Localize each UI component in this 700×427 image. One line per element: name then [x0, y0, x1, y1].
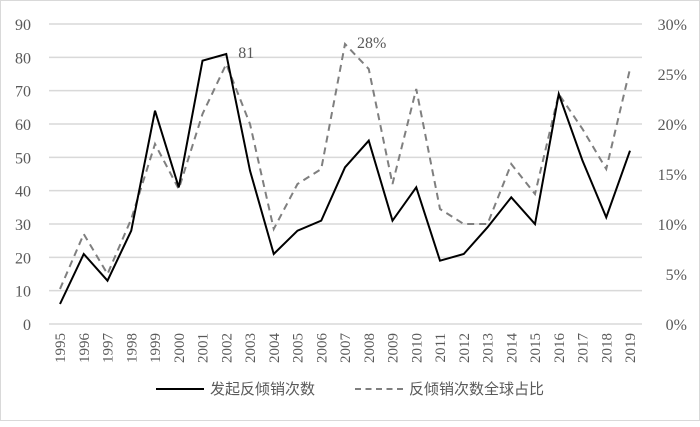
y-right-tick-label: 20% [658, 117, 687, 134]
x-tick-label: 2014 [504, 333, 520, 364]
x-axis-labels: 1995 1996 1997 1998 1999 2000 2001 2002 2003 2004… [53, 333, 639, 364]
x-tick-label: 2010 [409, 333, 425, 363]
x-tick-label: 2000 [172, 333, 188, 363]
y-tick-label: 40 [15, 184, 31, 201]
y-right-tick-label: 30% [658, 17, 687, 34]
count-line [59, 52, 631, 305]
solid-line-swatch-icon [155, 387, 204, 390]
legend-item-count[interactable]: 发起反倾销次数 [155, 378, 315, 399]
y-tick-label: 30 [15, 217, 31, 234]
x-tick-label: 2003 [243, 333, 259, 363]
x-tick-label: 2017 [576, 333, 592, 364]
annotations: 81 28% [238, 35, 386, 62]
y-tick-label: 10 [15, 284, 31, 301]
x-tick-label: 2008 [362, 333, 378, 363]
x-tick-label: 2018 [599, 333, 615, 363]
x-tick-label: 2015 [528, 333, 544, 363]
x-tick-label: 2011 [433, 333, 449, 362]
share-line [59, 41, 631, 290]
left-axis-labels: 0 10 20 30 40 50 60 70 80 90 [15, 17, 31, 334]
legend-label-share: 反倾销次数全球占比 [409, 380, 545, 398]
x-tick-label: 2006 [314, 333, 330, 364]
y-right-tick-label: 10% [658, 217, 687, 234]
y-tick-label: 70 [15, 84, 31, 101]
right-axis-labels: 0% 5% 10% 15% 20% 25% 30% [658, 17, 687, 334]
x-tick-label: 2009 [386, 333, 402, 363]
data-label: 28% [357, 35, 386, 52]
gridlines [49, 23, 642, 325]
y-tick-label: 90 [15, 17, 31, 34]
x-tick-label: 2001 [196, 333, 212, 363]
legend-label-count: 发起反倾销次数 [209, 380, 315, 398]
y-tick-label: 0 [23, 317, 31, 334]
x-tick-label: 2004 [267, 333, 283, 364]
x-tick-label: 2013 [481, 333, 497, 363]
x-tick-label: 1999 [148, 333, 164, 363]
x-tick-label: 2019 [623, 333, 639, 363]
data-label: 81 [238, 45, 254, 62]
x-tick-label: 2007 [338, 333, 354, 364]
dashed-line-swatch-icon [355, 387, 403, 390]
y-tick-label: 80 [15, 50, 31, 67]
x-tick-label: 1995 [53, 333, 69, 363]
y-right-tick-label: 5% [666, 267, 687, 284]
x-tick-label: 2012 [457, 333, 473, 363]
y-tick-label: 50 [15, 150, 31, 167]
y-right-tick-label: 25% [658, 67, 687, 84]
x-tick-label: 1997 [101, 333, 117, 364]
legend: 发起反倾销次数 反倾销次数全球占比 [0, 378, 700, 399]
x-tick-label: 1996 [77, 333, 93, 364]
legend-item-share[interactable]: 反倾销次数全球占比 [355, 378, 544, 399]
x-tick-label: 1998 [124, 333, 140, 363]
x-tick-label: 2016 [552, 333, 568, 364]
x-tick-label: 2005 [291, 333, 307, 363]
x-tick-label: 2002 [219, 333, 235, 363]
y-right-tick-label: 15% [658, 167, 687, 184]
y-tick-label: 60 [15, 117, 31, 134]
y-right-tick-label: 0% [666, 317, 687, 334]
y-tick-label: 20 [15, 250, 31, 267]
